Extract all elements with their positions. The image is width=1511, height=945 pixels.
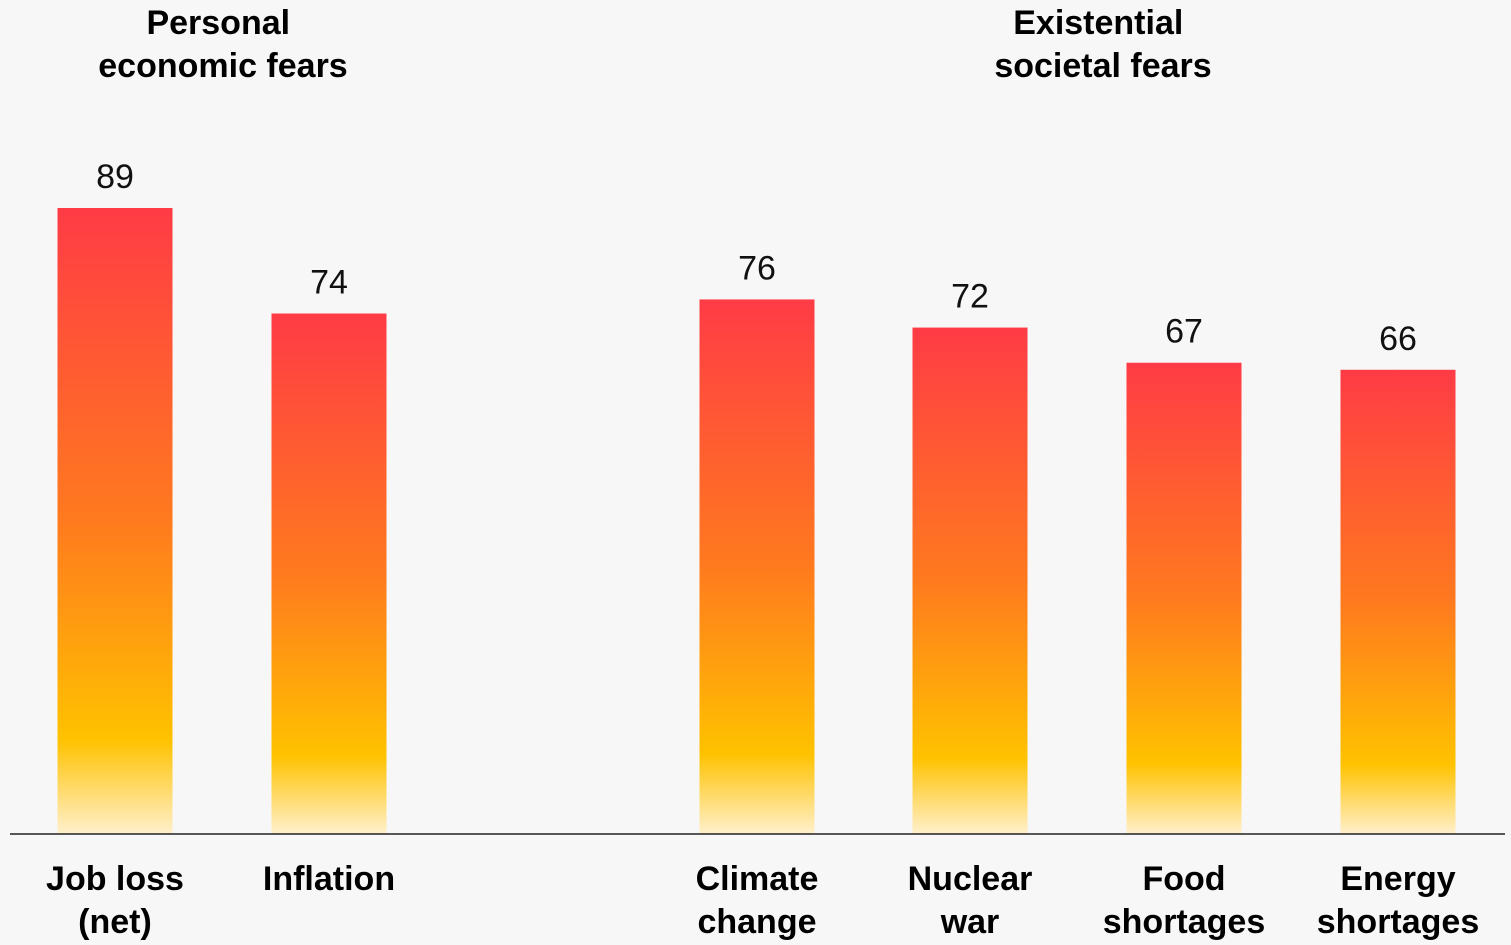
category-label: Inflation [263,860,395,898]
bar [1126,362,1242,834]
bar [912,327,1028,834]
category-labels-layer: Job loss (net) Inflation Climate change Nucle… [46,860,1479,941]
category-label-line: Climate [696,860,819,898]
category-label: Food shortages [1103,860,1266,941]
group-title-line: Personal [146,4,290,42]
category-label-line: war [940,903,1000,941]
bar [1340,369,1456,834]
group-title-personal: Personal economic fears [98,4,347,85]
value-labels-layer: 89 74 76 72 67 66 [96,158,1417,358]
bar [271,313,387,834]
category-label-line: Nuclear [908,860,1033,898]
category-label-line: shortages [1317,903,1480,941]
category-label-line: Inflation [263,860,395,898]
data-label: 89 [96,158,134,196]
category-label-line: Food [1142,860,1225,898]
group-title-line: economic fears [98,47,347,85]
category-label-line: Job loss [46,860,184,898]
category-label: Nuclear war [908,860,1033,941]
category-label-line: (net) [78,903,152,941]
data-label: 72 [951,278,989,316]
category-label: Job loss (net) [46,860,184,941]
data-label: 76 [738,249,776,287]
category-label: Climate change [696,860,819,941]
data-label: 67 [1165,313,1203,351]
bar [699,299,815,834]
group-title-line: societal fears [994,47,1211,85]
data-label: 74 [310,264,348,302]
group-title-existential: Existential societal fears [994,4,1211,85]
data-label: 66 [1379,320,1417,358]
group-title-line: Existential [1013,4,1183,42]
category-label: Energy shortages [1317,860,1480,941]
category-label-line: Energy [1340,860,1455,898]
bar [57,208,173,834]
category-label-line: shortages [1103,903,1266,941]
category-label-line: change [697,903,816,941]
bars-layer [57,208,1456,834]
